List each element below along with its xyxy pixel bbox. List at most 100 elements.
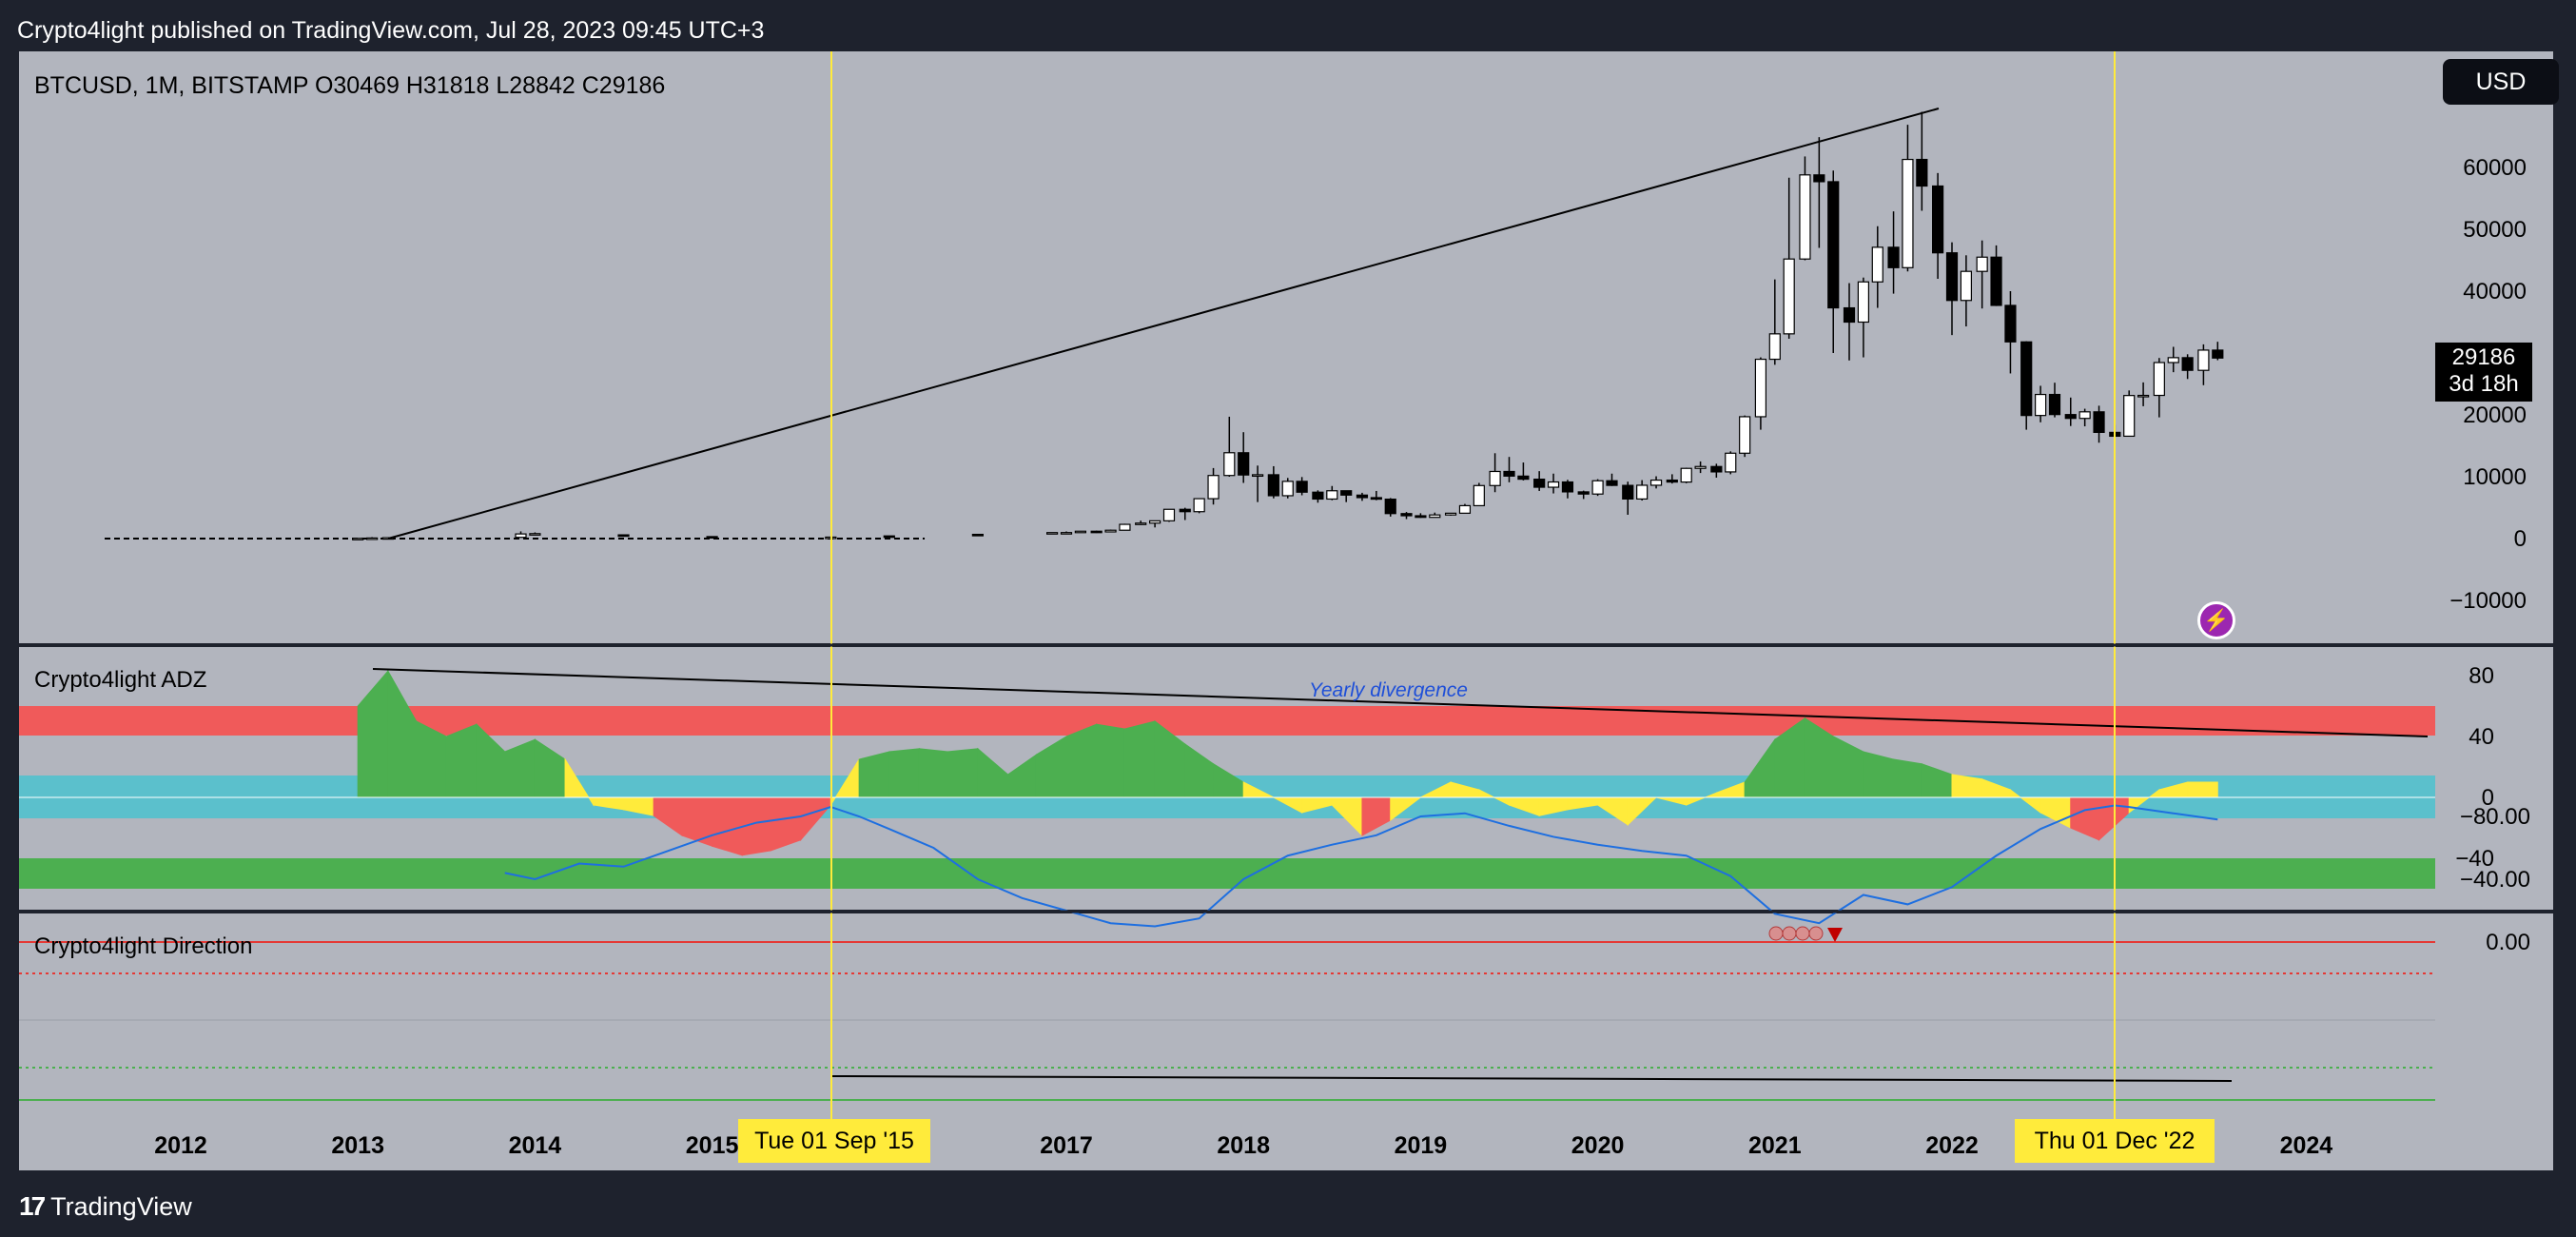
candle-body <box>1135 522 1147 525</box>
adz-segment <box>918 748 948 798</box>
direction-axis-label: 0.00 <box>2486 930 2530 955</box>
time-axis-label: 2024 <box>2280 1132 2333 1159</box>
date-tag-2015: Tue 01 Sep '15 <box>738 1119 930 1163</box>
candle-body <box>1932 185 1944 254</box>
time-axis-label: 2018 <box>1217 1132 1270 1159</box>
candle-body <box>2004 304 2017 343</box>
candle-body <box>2167 357 2179 363</box>
tradingview-logo[interactable]: 17 TradingView <box>19 1191 192 1222</box>
candle-body <box>1694 465 1707 469</box>
candle-body <box>617 534 630 538</box>
time-axis-label: 2017 <box>1040 1132 1093 1159</box>
candle-body <box>1207 475 1220 500</box>
adz-segment <box>858 751 890 798</box>
time-axis-label: 2020 <box>1571 1132 1625 1159</box>
candle-body <box>1577 491 1590 495</box>
candle-body <box>1843 306 1856 324</box>
candle-body <box>352 538 364 540</box>
candle-body <box>1296 481 1308 493</box>
candle-body <box>1090 530 1103 534</box>
signal-markers <box>1768 926 1843 942</box>
footer-bar <box>0 1172 2576 1237</box>
candle-body <box>1415 515 1427 519</box>
adz-axis-label: 0 <box>2482 785 2494 811</box>
candle-body <box>1547 481 1560 488</box>
adz-segment <box>1863 751 1895 798</box>
candle-body <box>971 533 985 537</box>
adz-axis-label: 40 <box>2469 724 2494 750</box>
candle-body <box>1622 484 1634 501</box>
direction-pane[interactable] <box>19 913 2435 1113</box>
direction-pane-title: Crypto4light Direction <box>34 933 253 959</box>
candle-body <box>1326 490 1338 501</box>
direction-group <box>504 804 2218 928</box>
candle-body <box>1783 258 1795 335</box>
adz-green-zone <box>19 858 2435 889</box>
candle-body <box>1046 532 1059 535</box>
candle-body <box>1725 452 1737 473</box>
candle-body <box>1429 514 1441 519</box>
currency-button[interactable]: USD <box>2443 59 2559 105</box>
candle-body <box>1356 494 1369 499</box>
candle-body <box>1119 523 1131 531</box>
candle-body <box>1680 467 1692 483</box>
candle-body <box>1384 498 1396 515</box>
candle-body <box>1902 158 1914 268</box>
candle-body <box>1281 481 1294 497</box>
candle-body <box>1754 358 1767 418</box>
candle-body <box>1813 174 1825 183</box>
candle-body <box>1887 246 1900 268</box>
candle-body <box>2048 393 2061 416</box>
signal-down-triangle <box>1827 928 1843 942</box>
tradingview-logo-icon: 17 <box>19 1191 46 1221</box>
candle-body <box>1960 270 1972 302</box>
candle-body <box>1768 333 1781 361</box>
date-tag-2022: Thu 01 Dec '22 <box>2015 1119 2215 1163</box>
candle-body <box>1666 479 1678 483</box>
candle-body <box>1370 497 1382 501</box>
direction-support-line[interactable] <box>830 1075 2233 1082</box>
candle-body <box>529 533 541 536</box>
candle-body <box>1710 465 1723 473</box>
time-axis-label: 2014 <box>509 1132 562 1159</box>
candle-body <box>1148 520 1161 524</box>
time-axis-label: 2021 <box>1748 1132 1802 1159</box>
candle-body <box>2064 414 2077 420</box>
adz-pane-title: Crypto4light ADZ <box>34 667 207 693</box>
price-trendline[interactable] <box>387 108 1940 540</box>
time-axis-label: 2019 <box>1395 1132 1448 1159</box>
signal-dot <box>1768 926 1784 941</box>
candle-body <box>1857 281 1870 324</box>
candle-body <box>2078 411 2091 420</box>
price-axis-label: −10000 <box>2449 588 2527 614</box>
direction-axis-label: −40.00 <box>2460 867 2530 893</box>
candle-body <box>1561 481 1574 493</box>
adz-segment <box>946 748 979 798</box>
bar-countdown: 3d 18h <box>2449 371 2519 397</box>
candle-body <box>706 536 718 540</box>
adz-axis-label: −40 <box>2455 846 2494 872</box>
candle-body <box>1533 479 1546 488</box>
candle-body <box>1916 158 1928 187</box>
candle-body <box>1162 508 1176 521</box>
publish-header: Crypto4light published on TradingView.co… <box>0 0 2576 51</box>
adz-axis[interactable] <box>2435 647 2553 910</box>
candle-body <box>2181 357 2194 371</box>
candle-body <box>1976 256 1988 272</box>
candle-body <box>1312 491 1324 501</box>
candle-body <box>2123 395 2136 438</box>
candle-body <box>1238 452 1250 476</box>
candle-body <box>1489 470 1501 486</box>
lightning-icon[interactable]: ⚡ <box>2197 601 2235 639</box>
price-pane[interactable] <box>19 51 2435 643</box>
adz-divergence-line[interactable] <box>372 668 2429 737</box>
adz-area-group <box>357 669 2218 856</box>
candle-body <box>1444 512 1457 516</box>
candles-group <box>105 111 2224 540</box>
candle-body <box>1827 181 1840 309</box>
direction-axis[interactable] <box>2435 913 2553 1113</box>
adz-segment <box>1951 774 1983 798</box>
adz-segment <box>888 748 920 798</box>
adz-segment <box>1123 720 1156 798</box>
